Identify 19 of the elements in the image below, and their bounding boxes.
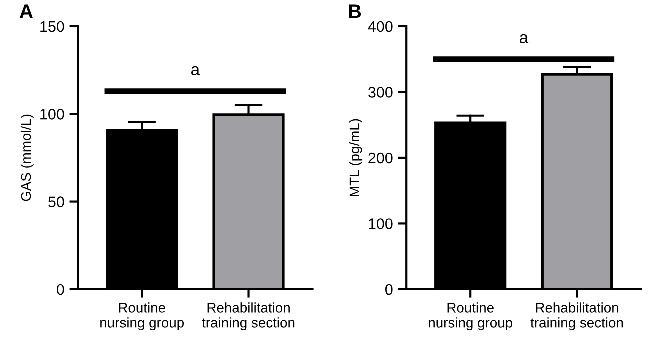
y-tick-label: 300	[368, 87, 393, 98]
x-tick-label: Rehabilitation training section	[530, 302, 624, 331]
y-tick-label: 400	[368, 21, 393, 32]
y-tick-label: 100	[40, 109, 64, 120]
y-axis-title: MTL (pg/mL)	[349, 119, 362, 196]
x-tick-label: Routine nursing group	[429, 302, 512, 331]
chart-title: A	[20, 4, 33, 18]
x-tick-label: Rehabilitation training section	[202, 302, 295, 331]
y-tick-label: 50	[48, 196, 64, 208]
y-tick-label: 0	[386, 284, 393, 296]
ref-line-label: a	[520, 34, 529, 44]
y-tick-label: 100	[369, 218, 393, 230]
ref-line-label: a	[192, 66, 200, 76]
x-tick-label: Routine nursing group	[100, 302, 184, 331]
y-tick-label: 200	[368, 152, 393, 164]
y-tick-label: 0	[57, 284, 64, 296]
y-tick-label: 150	[40, 21, 64, 32]
chart-title: B	[349, 4, 362, 18]
y-axis-title: GAS (mmol/L)	[20, 114, 34, 202]
